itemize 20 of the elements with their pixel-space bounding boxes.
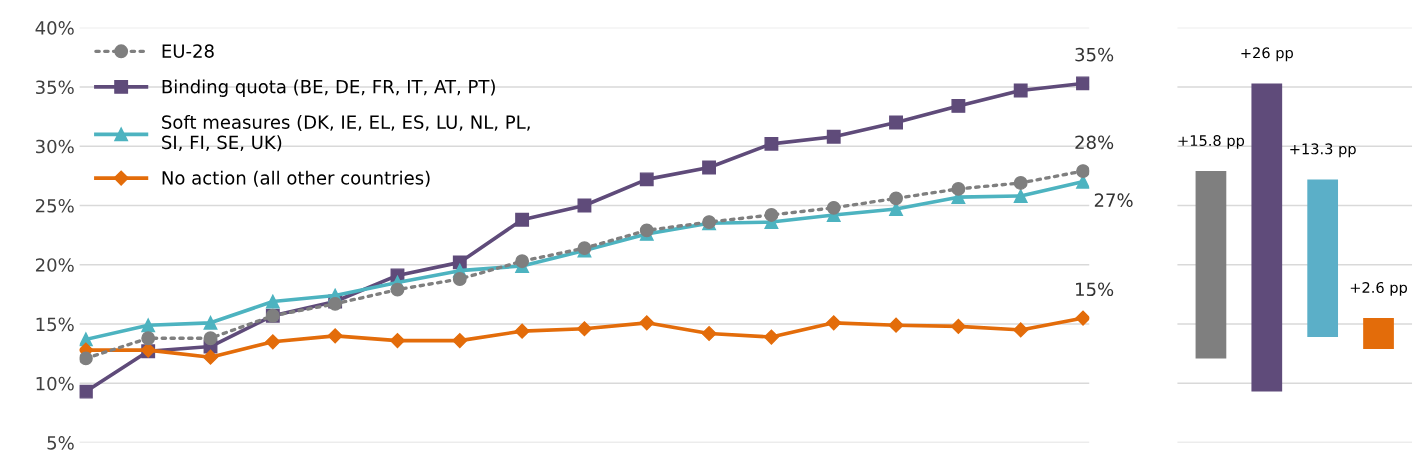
y-tick-label: 30%: [36, 139, 74, 154]
data-label: +26 pp: [1241, 47, 1293, 62]
data-label: +13.3 pp: [1290, 143, 1356, 158]
legend-label: Soft measures (DK, IE, EL, ES, LU, NL, PL, SI, FI, SE, UK): [162, 114, 530, 152]
data-label: +2.6 pp: [1350, 282, 1408, 296]
y-tick-label: 5%: [47, 436, 74, 450]
data-label: 28%: [1075, 135, 1114, 150]
legend-label: No action (all other countries): [162, 170, 430, 187]
legend-label: EU-28: [162, 44, 214, 58]
y-tick-label: 15%: [36, 317, 74, 332]
data-label: 27%: [1094, 193, 1133, 208]
y-tick-label: 10%: [36, 376, 74, 391]
y-tick-label: 20%: [35, 258, 74, 272]
data-label: 35%: [1075, 47, 1114, 62]
y-tick-label: 35%: [36, 80, 74, 95]
y-tick-label: 40%: [35, 21, 74, 35]
data-label: +15.8 pp: [1178, 135, 1245, 149]
legend-label: Binding quota (BE, DE, FR, IT, AT, PT): [162, 79, 495, 97]
y-tick-label: 25%: [35, 198, 74, 213]
data-label: 15%: [1076, 282, 1114, 297]
